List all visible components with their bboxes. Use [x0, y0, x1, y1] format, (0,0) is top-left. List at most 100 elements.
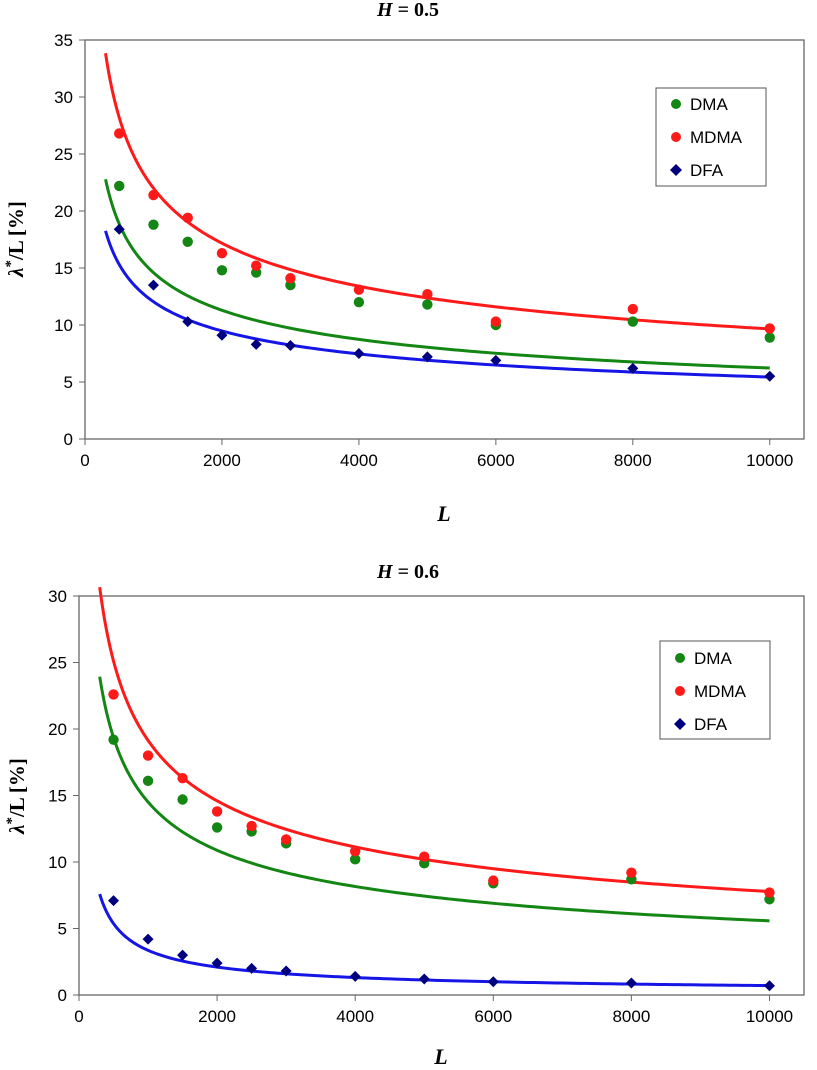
point-mdma: [490, 316, 502, 327]
point-dfa: [113, 223, 125, 235]
x-tick-label: 2000: [203, 451, 241, 470]
point-dfa: [421, 351, 433, 363]
title-value: = 0.6: [393, 561, 439, 583]
y-label-text: /L [%]: [5, 758, 29, 818]
point-mdma: [211, 806, 223, 817]
legend: DMA MDMA DFA: [659, 640, 771, 740]
fit-curve-mdma: [104, 53, 770, 331]
point-dma: [177, 794, 188, 805]
data-points: [113, 128, 776, 382]
x-tick-label: 8000: [614, 451, 652, 470]
point-mdma: [114, 128, 125, 139]
y-tick-label: 20: [54, 202, 73, 221]
point-dfa: [349, 970, 361, 982]
point-dma: [182, 236, 193, 247]
point-dfa: [764, 370, 776, 382]
point-dfa: [182, 316, 194, 328]
legend-marker-dma: [671, 99, 681, 109]
point-mdma: [216, 247, 228, 259]
y-tick-label: 30: [54, 88, 73, 107]
legend-label-mdma: MDMA: [690, 128, 743, 147]
point-dfa: [490, 354, 502, 366]
y-label-text: /L [%]: [4, 201, 28, 261]
point-dfa: [250, 338, 262, 350]
legend-marker-mdma: [675, 686, 685, 696]
point-mdma: [246, 820, 257, 832]
y-tick-label: 25: [48, 654, 67, 673]
legend-label-dfa: DFA: [690, 161, 724, 180]
x-tick-label: 4000: [336, 1007, 374, 1026]
point-dfa: [147, 279, 159, 291]
fit-curve-dma: [104, 178, 770, 370]
point-dfa: [418, 973, 430, 985]
axes: 0 2000 4000 6000 8000 10000 0 5 10 15 20 25 30 35: [54, 31, 793, 470]
legend: DMA MDMA DFA: [655, 87, 767, 187]
x-tick-label: 0: [74, 1007, 83, 1026]
x-tick-label: 8000: [612, 1007, 650, 1026]
point-mdma: [250, 260, 262, 271]
y-tick-label: 0: [58, 986, 67, 1005]
point-mdma: [764, 323, 775, 334]
point-dfa: [177, 949, 189, 961]
point-dma: [353, 297, 365, 308]
point-mdma: [280, 834, 292, 845]
point-dfa: [487, 976, 499, 988]
point-dfa: [246, 962, 258, 974]
legend-label-dma: DMA: [694, 649, 732, 668]
fit-curves: [98, 587, 770, 988]
point-dfa: [108, 895, 120, 907]
axes: 0 2000 4000 6000 8000 10000 0 5 10 15 20 25 30: [48, 587, 793, 1026]
y-tick-label: 35: [54, 31, 73, 50]
x-tick-label: 6000: [477, 451, 515, 470]
x-axis-label: L: [433, 1044, 447, 1069]
point-dma: [148, 219, 159, 230]
point-mdma: [353, 284, 365, 295]
fit-curve-mdma: [98, 587, 770, 894]
point-mdma: [764, 887, 775, 898]
point-dma: [764, 332, 775, 343]
x-tick-label: 10000: [746, 1007, 793, 1026]
point-mdma: [419, 851, 430, 862]
y-tick-label: 20: [48, 720, 67, 739]
point-mdma: [285, 273, 296, 284]
x-tick-label: 6000: [474, 1007, 512, 1026]
y-tick-label: 15: [54, 259, 73, 278]
point-dfa: [763, 980, 775, 992]
title-variable: H: [376, 561, 394, 583]
point-mdma: [422, 289, 433, 300]
y-tick-label: 5: [64, 373, 73, 392]
point-dma: [114, 180, 125, 192]
legend-marker-dma: [675, 653, 685, 663]
point-mdma: [349, 846, 361, 857]
point-dma: [349, 854, 361, 865]
point-mdma: [626, 867, 637, 878]
chart-h05: H = 0.5 0 2000 4000 6000 8000 10000 0 5 10 15 20 25…: [3, 0, 805, 526]
point-dfa: [353, 348, 365, 359]
y-label-symbol: λ: [4, 268, 28, 278]
fit-curves: [104, 53, 770, 379]
legend-label-mdma: MDMA: [694, 682, 747, 701]
point-mdma: [627, 303, 639, 315]
legend-label-dfa: DFA: [694, 715, 728, 734]
chart-title: H = 0.6: [376, 561, 439, 583]
point-dfa: [211, 957, 223, 969]
fit-curve-dfa: [98, 893, 770, 988]
y-label-superscript: *: [3, 260, 19, 268]
point-mdma: [148, 189, 159, 201]
point-mdma: [488, 875, 499, 886]
legend-marker-mdma: [671, 132, 681, 142]
point-dma: [142, 775, 154, 787]
x-axis-label: L: [436, 501, 450, 526]
legend-marker-dfa: [674, 718, 686, 730]
x-tick-label: 10000: [746, 451, 793, 470]
point-dfa: [142, 933, 154, 945]
y-tick-label: 15: [48, 787, 67, 806]
point-dfa: [284, 340, 296, 352]
y-tick-label: 10: [54, 316, 73, 335]
point-mdma: [177, 773, 188, 784]
point-dfa: [280, 965, 292, 977]
legend-marker-dfa: [670, 164, 682, 176]
legend-label-dma: DMA: [690, 95, 728, 114]
fit-curve-dfa: [104, 230, 770, 379]
